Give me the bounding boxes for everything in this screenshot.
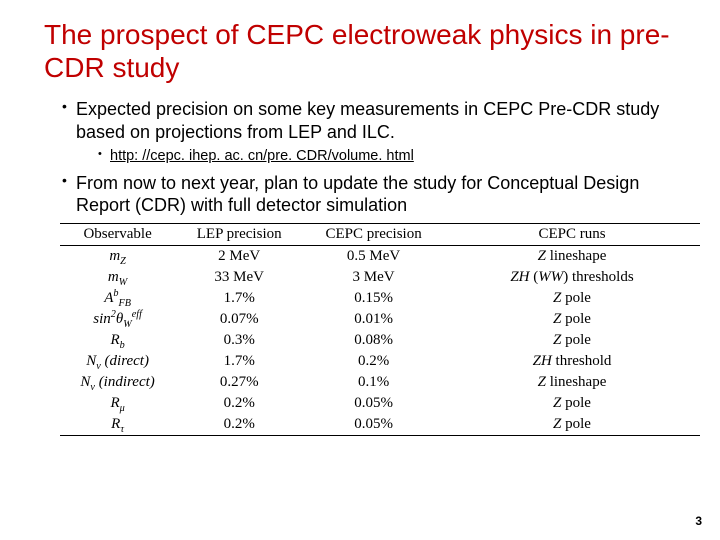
col-cepc-precision: CEPC precision [303,223,444,245]
cell-observable: sin2θWeff [60,309,175,330]
cell-observable: Rb [60,330,175,351]
slide: The prospect of CEPC electroweak physics… [0,0,720,540]
cell-lep: 1.7% [175,288,303,309]
cell-observable: Nν (direct) [60,351,175,372]
table-row: mW33 MeV3 MeVZH (WW) thresholds [60,267,700,288]
cell-runs: ZH threshold [444,351,700,372]
bullet-list: Expected precision on some key measureme… [44,98,686,217]
table-row: Rb0.3%0.08%Z pole [60,330,700,351]
table-row: AbFB1.7%0.15%Z pole [60,288,700,309]
sub-bullet-list: http: //cepc. ihep. ac. cn/pre. CDR/volu… [76,147,686,166]
cell-lep: 0.2% [175,393,303,414]
cell-runs: ZH (WW) thresholds [444,267,700,288]
table-row: Nν (direct)1.7%0.2%ZH threshold [60,351,700,372]
table-body: mZ2 MeV0.5 MeVZ lineshapemW33 MeV3 MeVZH… [60,245,700,435]
cell-runs: Z pole [444,393,700,414]
cell-lep: 2 MeV [175,245,303,267]
table-row: sin2θWeff0.07%0.01%Z pole [60,309,700,330]
cell-observable: mW [60,267,175,288]
cell-lep: 0.07% [175,309,303,330]
cell-observable: Rμ [60,393,175,414]
cell-runs: Z pole [444,288,700,309]
cell-lep: 0.3% [175,330,303,351]
cell-runs: Z pole [444,330,700,351]
page-number: 3 [695,514,702,528]
cell-runs: Z pole [444,309,700,330]
cell-cepc: 3 MeV [303,267,444,288]
table-row: Rτ0.2%0.05%Z pole [60,414,700,436]
cell-runs: Z pole [444,414,700,436]
cell-runs: Z lineshape [444,372,700,393]
precdr-url[interactable]: http: //cepc. ihep. ac. cn/pre. CDR/volu… [110,148,414,164]
cell-lep: 33 MeV [175,267,303,288]
cell-cepc: 0.08% [303,330,444,351]
table-row: mZ2 MeV0.5 MeVZ lineshape [60,245,700,267]
cell-observable: Rτ [60,414,175,436]
bullet-expected-precision: Expected precision on some key measureme… [62,98,686,166]
cell-cepc: 0.05% [303,393,444,414]
bullet-text: Expected precision on some key measureme… [76,99,659,142]
col-observable: Observable [60,223,175,245]
cell-observable: Nν (indirect) [60,372,175,393]
page-title: The prospect of CEPC electroweak physics… [44,18,686,84]
precision-table: Observable LEP precision CEPC precision … [60,223,700,436]
cell-lep: 1.7% [175,351,303,372]
cell-observable: AbFB [60,288,175,309]
col-lep-precision: LEP precision [175,223,303,245]
cell-cepc: 0.2% [303,351,444,372]
cell-runs: Z lineshape [444,245,700,267]
cell-cepc: 0.01% [303,309,444,330]
precision-table-wrap: Observable LEP precision CEPC precision … [60,223,700,436]
cell-cepc: 0.1% [303,372,444,393]
bullet-text: From now to next year, plan to update th… [76,173,639,216]
cell-observable: mZ [60,245,175,267]
col-cepc-runs: CEPC runs [444,223,700,245]
bullet-plan-update: From now to next year, plan to update th… [62,172,686,217]
table-row: Rμ0.2%0.05%Z pole [60,393,700,414]
table-header-row: Observable LEP precision CEPC precision … [60,223,700,245]
cell-cepc: 0.5 MeV [303,245,444,267]
cell-cepc: 0.15% [303,288,444,309]
bullet-link: http: //cepc. ihep. ac. cn/pre. CDR/volu… [98,147,686,166]
cell-cepc: 0.05% [303,414,444,436]
cell-lep: 0.2% [175,414,303,436]
cell-lep: 0.27% [175,372,303,393]
table-row: Nν (indirect)0.27%0.1%Z lineshape [60,372,700,393]
